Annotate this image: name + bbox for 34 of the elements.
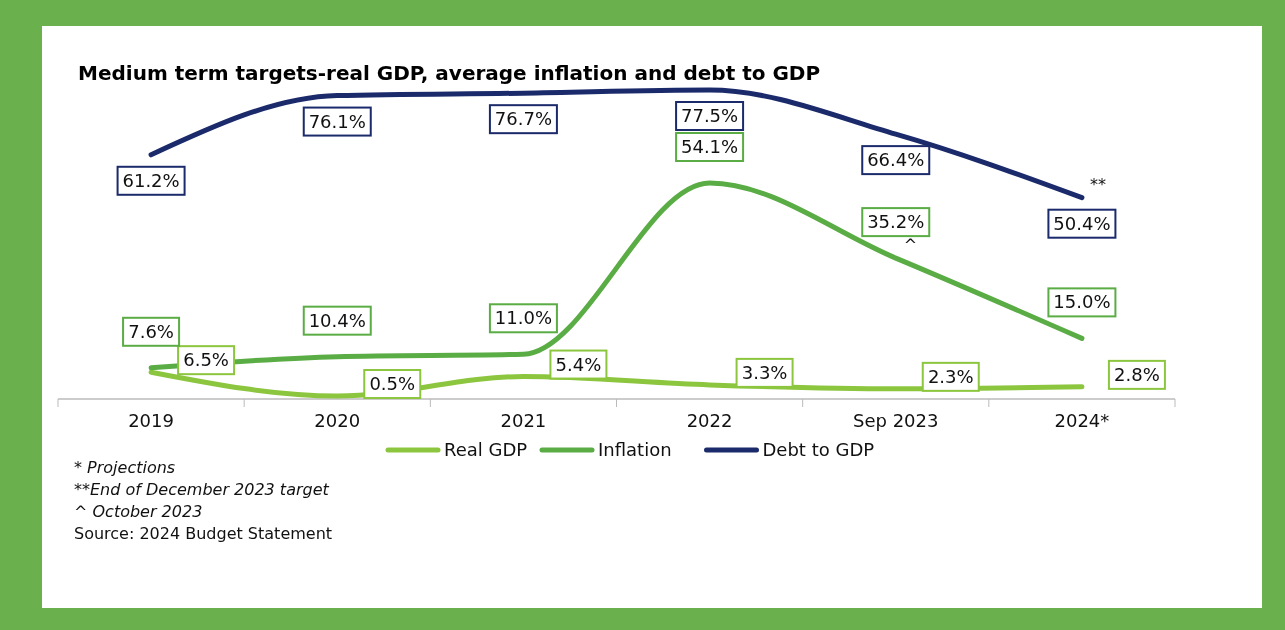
x-tick-label: 2022: [686, 410, 733, 431]
data-label: 5.4%: [555, 353, 602, 375]
x-tick-label: 2021: [500, 410, 547, 431]
text: * Projections: [74, 458, 176, 477]
data-label: 77.5%: [680, 105, 739, 126]
data-label: 61.2%: [122, 169, 180, 191]
legend-label: Real GDP: [444, 439, 528, 460]
data-label: 50.4%: [1053, 212, 1111, 234]
source-note: Source: 2024 Budget Statement: [74, 524, 333, 543]
annotation: **: [1089, 174, 1106, 194]
data-label: 7.6%: [128, 320, 174, 342]
x-tick-label: 2024*: [1054, 410, 1110, 431]
data-label: 76.1%: [308, 110, 366, 132]
data-label: 11.0%: [494, 307, 553, 329]
legend-label: Debt to GDP: [762, 439, 875, 460]
text: ^ October 2023: [74, 502, 203, 521]
data-label: 66.4%: [867, 149, 925, 171]
data-label: 0.5%: [369, 373, 416, 395]
x-tick-label: Sep 2023: [853, 410, 939, 431]
data-label: 54.1%: [680, 136, 739, 157]
legend-label: Inflation: [598, 439, 672, 460]
data-label: 2.3%: [927, 365, 974, 387]
data-label: 6.5%: [183, 349, 229, 371]
x-tick-label: 2019: [128, 410, 174, 431]
text: **End of December 2023 target: [74, 480, 330, 499]
x-tick-label: 2020: [314, 410, 361, 431]
data-label: 15.0%: [1053, 291, 1111, 313]
annotation: ^: [903, 235, 918, 255]
data-label: 76.7%: [494, 108, 553, 130]
data-label: 10.4%: [308, 309, 366, 331]
chart-title: Medium term targets-real GDP, average inflation and debt to GDP: [78, 61, 821, 85]
data-label: 2.8%: [1114, 363, 1160, 385]
data-label: 35.2%: [867, 211, 925, 233]
data-label: 3.3%: [741, 361, 788, 383]
